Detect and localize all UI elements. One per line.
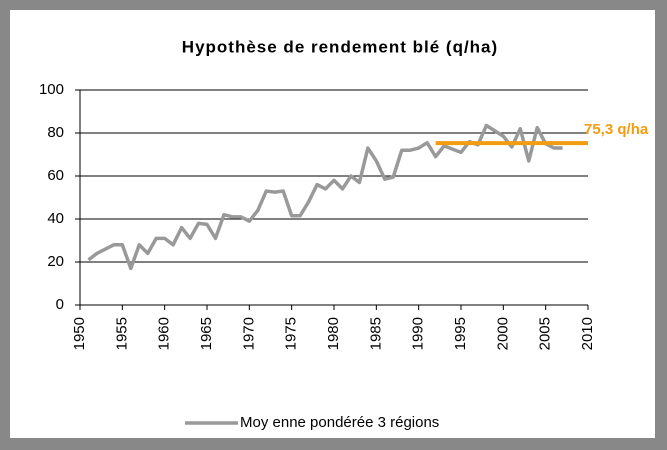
x-tick-label: 1960 bbox=[156, 317, 173, 350]
legend-label: Moy enne pondérée 3 régions bbox=[240, 414, 439, 431]
x-tick-label: 2005 bbox=[537, 317, 554, 350]
x-tick-label: 1990 bbox=[410, 317, 427, 350]
y-tick-label: 20 bbox=[47, 253, 64, 270]
y-tick-label: 40 bbox=[47, 210, 64, 227]
x-tick-label: 1995 bbox=[452, 317, 469, 350]
series-line bbox=[87, 123, 563, 271]
x-tick-label: 1970 bbox=[240, 317, 257, 350]
x-tick-label: 1965 bbox=[198, 317, 215, 350]
x-tick-label: 2000 bbox=[494, 317, 511, 350]
y-tick-label: 100 bbox=[39, 81, 64, 98]
y-tick-label: 0 bbox=[56, 296, 64, 313]
y-tick-label: 60 bbox=[47, 167, 64, 184]
x-tick-label: 1985 bbox=[367, 317, 384, 350]
x-tick-label: 1975 bbox=[283, 317, 300, 350]
x-tick-label: 2010 bbox=[579, 317, 596, 350]
x-tick-label: 1955 bbox=[113, 317, 130, 350]
x-tick-label: 1950 bbox=[71, 317, 88, 350]
reference-label: 75,3 q/ha bbox=[584, 121, 649, 138]
chart-area bbox=[10, 10, 655, 438]
y-tick-label: 80 bbox=[47, 124, 64, 141]
chart-title: Hypothèse de rendement blé (q/ha) bbox=[182, 37, 498, 56]
x-tick-label: 1980 bbox=[325, 317, 342, 350]
